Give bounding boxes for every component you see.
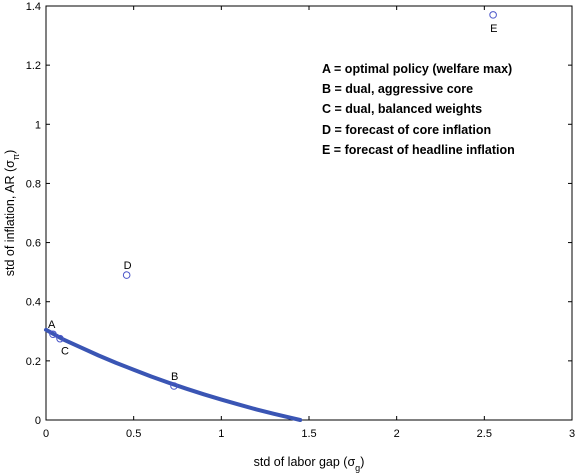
point-marker-a [49, 330, 57, 339]
y-axis-ticks: 0 0.2 0.4 0.6 0.8 1 1.2 1.4 [26, 1, 572, 427]
legend-entry-a: A = optimal policy (welfare max) [322, 62, 512, 76]
x-tick-label: 0 [43, 428, 49, 440]
y-tick-label: 0.6 [26, 238, 41, 250]
y-axis-label: std of inflation, AR (σπ) [3, 150, 21, 277]
point-label-b: B [171, 371, 178, 383]
point-marker-e [489, 11, 497, 19]
legend-entry-d: D = forecast of core inflation [322, 123, 491, 137]
point-label-c: C [61, 346, 69, 358]
legend: A = optimal policy (welfare max) B = dua… [322, 62, 515, 157]
y-tick-label: 1.4 [26, 1, 41, 13]
y-tick-label: 0.2 [26, 356, 41, 368]
point-label-a: A [48, 319, 56, 331]
x-tick-label: 1.5 [301, 428, 316, 440]
x-axis-label: std of labor gap (σg) [254, 455, 365, 473]
x-tick-label: 0.5 [126, 428, 141, 440]
x-tick-label: 3 [569, 428, 575, 440]
x-tick-label: 1 [218, 428, 224, 440]
y-tick-label: 1.2 [26, 60, 41, 72]
x-tick-label: 2.5 [477, 428, 492, 440]
plot-area [45, 5, 573, 421]
x-axis-ticks: 0 0.5 1 1.5 2 2.5 3 [43, 6, 575, 440]
legend-entry-b: B = dual, aggressive core [322, 82, 473, 96]
x-tick-label: 2 [394, 428, 400, 440]
point-marker-b [170, 382, 178, 390]
y-tick-label: 0.4 [26, 297, 41, 309]
legend-entry-e: E = forecast of headline inflation [322, 143, 515, 157]
y-tick-label: 0 [35, 415, 41, 427]
legend-entry-c: C = dual, balanced weights [322, 102, 482, 116]
data-points: A C B D E [48, 11, 497, 390]
point-marker-d [122, 271, 131, 279]
y-tick-label: 1 [35, 119, 41, 131]
point-label-e: E [490, 23, 497, 35]
point-marker-c [56, 334, 64, 343]
point-label-d: D [124, 260, 132, 272]
y-tick-label: 0.8 [26, 178, 41, 190]
